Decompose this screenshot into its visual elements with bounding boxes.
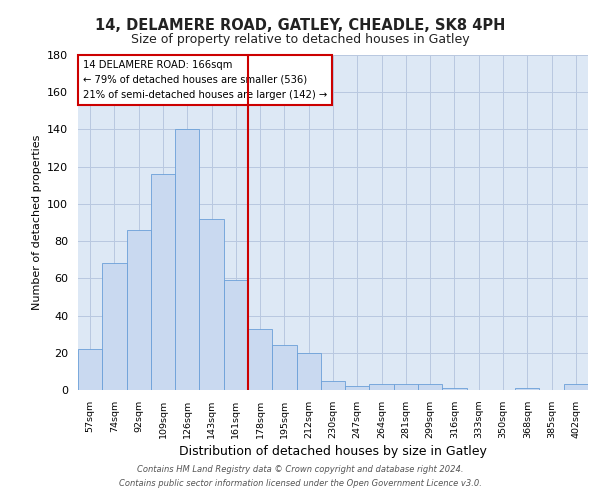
Bar — [175, 130, 199, 390]
Text: Contains HM Land Registry data © Crown copyright and database right 2024.
Contai: Contains HM Land Registry data © Crown c… — [119, 466, 481, 487]
Bar — [564, 384, 588, 390]
Bar — [199, 219, 224, 390]
Bar — [151, 174, 175, 390]
Bar — [515, 388, 539, 390]
Bar — [345, 386, 370, 390]
Bar — [296, 353, 321, 390]
Bar — [442, 388, 467, 390]
Bar — [370, 384, 394, 390]
Bar — [127, 230, 151, 390]
Text: 14 DELAMERE ROAD: 166sqm
← 79% of detached houses are smaller (536)
21% of semi-: 14 DELAMERE ROAD: 166sqm ← 79% of detach… — [83, 60, 328, 100]
Y-axis label: Number of detached properties: Number of detached properties — [32, 135, 41, 310]
Bar — [418, 384, 442, 390]
Text: Size of property relative to detached houses in Gatley: Size of property relative to detached ho… — [131, 32, 469, 46]
Bar — [224, 280, 248, 390]
X-axis label: Distribution of detached houses by size in Gatley: Distribution of detached houses by size … — [179, 446, 487, 458]
Bar — [102, 264, 127, 390]
Bar — [78, 349, 102, 390]
Bar — [272, 346, 296, 390]
Bar — [394, 384, 418, 390]
Bar — [248, 328, 272, 390]
Bar — [321, 380, 345, 390]
Text: 14, DELAMERE ROAD, GATLEY, CHEADLE, SK8 4PH: 14, DELAMERE ROAD, GATLEY, CHEADLE, SK8 … — [95, 18, 505, 32]
